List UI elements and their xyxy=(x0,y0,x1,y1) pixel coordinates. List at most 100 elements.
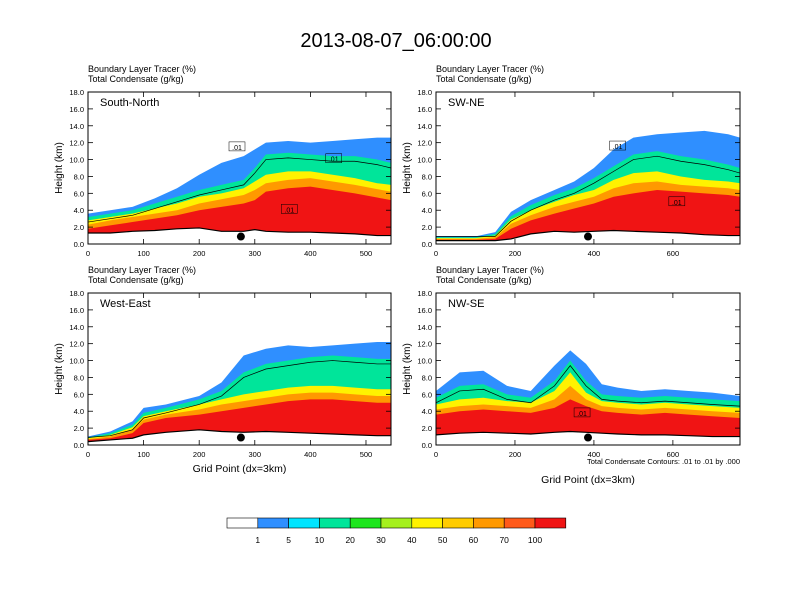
colorbar-label: 50 xyxy=(438,535,448,545)
location-marker xyxy=(236,232,245,241)
y-tick-label: 4.0 xyxy=(74,206,84,215)
y-tick-label: 2.0 xyxy=(74,223,84,232)
x-tick-label: 200 xyxy=(509,249,522,258)
contour-label-box xyxy=(325,153,342,163)
x-tick-label: 400 xyxy=(304,249,317,258)
colorbar-swatch xyxy=(473,517,505,529)
y-tick-label: 10.0 xyxy=(417,156,432,165)
x-tick-label: 200 xyxy=(193,450,206,459)
colorbar-label: 40 xyxy=(407,535,417,545)
x-tick-label: 300 xyxy=(249,249,262,258)
y-tick-label: 12.0 xyxy=(417,340,432,349)
contour-label: .01 xyxy=(284,207,294,214)
panel-fill xyxy=(88,341,391,445)
panel-label: NW-SE xyxy=(448,298,484,310)
contour-label: .01 xyxy=(672,200,682,207)
x-tick-label: 500 xyxy=(360,450,373,459)
condensate-contour xyxy=(436,155,740,237)
colorbar-label: 70 xyxy=(499,535,509,545)
y-tick-label: 14.0 xyxy=(69,122,84,131)
panel-header-line-2: Total Condensate (g/kg) xyxy=(88,74,184,84)
contour-label: .01 xyxy=(577,411,587,418)
x-tick-label: 0 xyxy=(86,249,90,258)
figure-title: 2013-08-07_06:00:00 xyxy=(300,30,492,52)
y-tick-label: 16.0 xyxy=(417,105,432,114)
colorbar-swatch xyxy=(380,517,413,529)
colorbar-swatch xyxy=(534,517,567,529)
panel-south-north: .01 .01 .01 0.0 2.0 4.0 6.0 8.0 10.0 12.0 14.0 16.0… xyxy=(54,64,392,258)
colorbar-swatch xyxy=(226,517,259,529)
panel-fill: .01 .01 xyxy=(436,130,740,244)
panel-header-line-1: Boundary Layer Tracer (%) xyxy=(436,265,544,275)
panel-label: West-East xyxy=(100,298,151,310)
colorbar-swatch xyxy=(319,517,351,529)
panel-header-line-1: Boundary Layer Tracer (%) xyxy=(88,265,196,275)
y-tick-label: 4.0 xyxy=(74,407,84,416)
contour-label-box xyxy=(281,204,298,214)
y-tick-label: 12.0 xyxy=(69,340,84,349)
colorbar-swatch xyxy=(349,517,382,529)
colorbar-label: 10 xyxy=(315,535,325,545)
contour-label: .01 xyxy=(613,144,623,151)
band-red xyxy=(436,399,740,437)
condensate-contour xyxy=(436,365,740,407)
y-tick-label: 2.0 xyxy=(422,424,432,433)
location-marker xyxy=(236,433,245,442)
panel-frame xyxy=(87,91,392,245)
x-tick-label: 200 xyxy=(509,450,522,459)
y-tick-label: 18.0 xyxy=(417,289,432,298)
y-tick-label: 18.0 xyxy=(69,88,84,97)
panel-fill: .01 xyxy=(436,350,740,445)
colorbar-label: 20 xyxy=(345,535,355,545)
y-tick-label: 14.0 xyxy=(69,323,84,332)
colorbar: 1 5 10 20 30 40 50 60 70 100 xyxy=(226,517,567,545)
y-tick-label: 2.0 xyxy=(422,223,432,232)
colorbar-label: 30 xyxy=(376,535,386,545)
y-tick-label: 16.0 xyxy=(69,105,84,114)
y-tick-label: 12.0 xyxy=(417,139,432,148)
colorbar-swatch xyxy=(257,517,289,529)
contour-label-box xyxy=(609,140,626,151)
panel-label: South-North xyxy=(100,97,159,109)
x-tick-label: 0 xyxy=(434,249,438,258)
y-tick-label: 8.0 xyxy=(74,172,84,181)
location-marker xyxy=(584,433,592,442)
y-tick-label: 2.0 xyxy=(74,424,84,433)
terrain-line xyxy=(88,429,391,443)
y-tick-label: 6.0 xyxy=(74,390,84,399)
colorbar-label: 100 xyxy=(528,535,542,545)
y-tick-label: 16.0 xyxy=(417,306,432,315)
x-tick-label: 400 xyxy=(588,249,601,258)
y-tick-label: 4.0 xyxy=(422,206,432,215)
y-tick-label: 10.0 xyxy=(69,357,84,366)
y-tick-label: 12.0 xyxy=(69,139,84,148)
contour-note: Total Condensate Contours: .01 to .01 by… xyxy=(587,457,740,466)
x-tick-label: 0 xyxy=(86,450,90,459)
x-tick-label: 300 xyxy=(249,450,262,459)
y-tick-label: 14.0 xyxy=(417,122,432,131)
contour-label: .01 xyxy=(329,157,339,164)
x-tick-label: 400 xyxy=(588,450,601,459)
y-axis-label: Height (km) xyxy=(54,343,65,395)
y-axis-label: Height (km) xyxy=(402,142,413,194)
panel-header-line-1: Boundary Layer Tracer (%) xyxy=(436,64,544,74)
panel-nw-se: .01 0.0 2.0 4.0 6.0 8.0 10.0 12.0 14.0 16.0 18.0 0 2… xyxy=(402,265,741,486)
location-marker xyxy=(584,232,592,241)
condensate-contour xyxy=(88,157,391,223)
panel-west-east: 0.0 2.0 4.0 6.0 8.0 10.0 12.0 14.0 16.0 18.0 0 100 2… xyxy=(54,265,392,475)
colorbar-label: 60 xyxy=(469,535,479,545)
panel-header-line-2: Total Condensate (g/kg) xyxy=(436,74,532,84)
panel-fill: .01 .01 .01 xyxy=(88,137,391,244)
y-tick-label: 0.0 xyxy=(74,441,84,450)
band-red xyxy=(88,186,391,236)
y-tick-label: 4.0 xyxy=(422,407,432,416)
x-tick-label: 600 xyxy=(667,450,680,459)
panel-header-line-2: Total Condensate (g/kg) xyxy=(88,275,184,285)
y-tick-label: 8.0 xyxy=(422,172,432,181)
x-axis-label: Grid Point (dx=3km) xyxy=(193,463,287,475)
contour-label-box xyxy=(573,407,591,418)
panel-frame xyxy=(435,91,741,245)
colorbar-swatch xyxy=(442,517,474,529)
y-tick-label: 0.0 xyxy=(74,240,84,249)
